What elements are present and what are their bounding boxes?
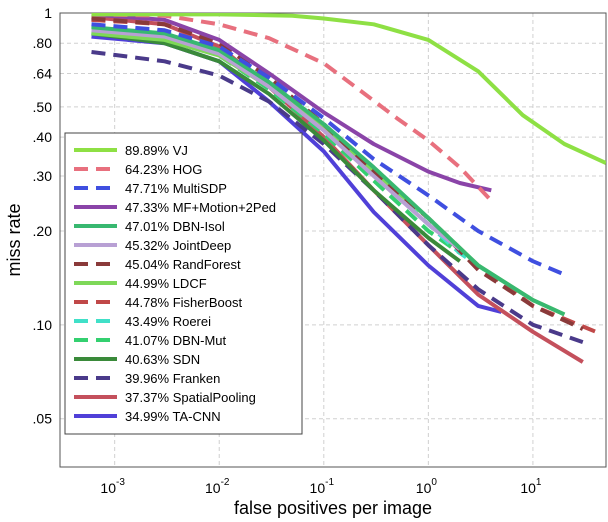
y-tick-labels: 1 .80 .64 .50 .40 .30 .20 .10 .05 — [33, 5, 53, 427]
x-tick-labels: 10-3 10-2 10-1 100 101 — [100, 477, 541, 496]
legend-label: 47.33% MF+Motion+2Ped — [125, 200, 276, 215]
y-tick-label: .10 — [33, 317, 53, 333]
y-tick-label: .30 — [33, 168, 53, 184]
legend-label: 34.99% TA-CNN — [125, 409, 221, 424]
legend-label: 89.89% VJ — [125, 143, 188, 158]
series-line — [91, 13, 606, 165]
y-axis-label: miss rate — [4, 203, 24, 276]
series-curves — [91, 13, 606, 364]
legend-label: 47.01% DBN-Isol — [125, 219, 225, 234]
y-tick-label: .64 — [33, 65, 53, 81]
x-tick-label: 100 — [416, 477, 438, 496]
legend-label: 47.71% MultiSDP — [125, 181, 227, 196]
x-tick-exponent: 0 — [431, 477, 437, 488]
x-tick-label: 10-2 — [205, 477, 230, 496]
series-line — [91, 29, 461, 255]
x-tick-exponent: -1 — [325, 477, 334, 488]
x-tick-label: 101 — [520, 477, 542, 496]
legend-label: 39.96% Franken — [125, 371, 220, 386]
x-tick-label: 10-3 — [100, 477, 125, 496]
y-tick-label: 1 — [44, 5, 52, 21]
legend-label: 64.23% HOG — [125, 162, 202, 177]
y-tick-label: .80 — [33, 35, 53, 51]
series-line — [91, 28, 462, 251]
legend-label: 41.07% DBN-Mut — [125, 333, 227, 348]
legend: 89.89% VJ 64.23% HOG 47.71% MultiSDP 47.33%… — [64, 132, 303, 435]
legend-label: 45.04% RandForest — [125, 257, 241, 272]
x-tick-exponent: -2 — [221, 477, 230, 488]
legend-label: 43.49% Roerei — [125, 314, 211, 329]
series-line — [91, 25, 566, 317]
series-line — [91, 13, 492, 193]
legend-label: 44.99% LDCF — [125, 276, 207, 291]
legend-label: 45.32% JointDeep — [125, 238, 231, 253]
y-tick-label: .20 — [33, 223, 53, 239]
legend-label: 37.37% SpatialPooling — [125, 390, 256, 405]
x-tick-label: 10-1 — [310, 477, 335, 496]
y-tick-label: .40 — [33, 129, 53, 145]
x-axis-label: false positives per image — [234, 498, 432, 518]
x-tick-exponent: -3 — [116, 477, 125, 488]
y-tick-label: .05 — [33, 411, 53, 427]
plot-frame — [59, 12, 607, 468]
series-line — [91, 31, 461, 263]
series-line — [91, 13, 493, 203]
legend-label: 44.78% FisherBoost — [125, 295, 242, 310]
series-line — [91, 22, 566, 277]
x-tick-exponent: 1 — [536, 477, 542, 488]
legend-label: 40.63% SDN — [125, 352, 200, 367]
y-tick-label: .50 — [33, 99, 53, 115]
